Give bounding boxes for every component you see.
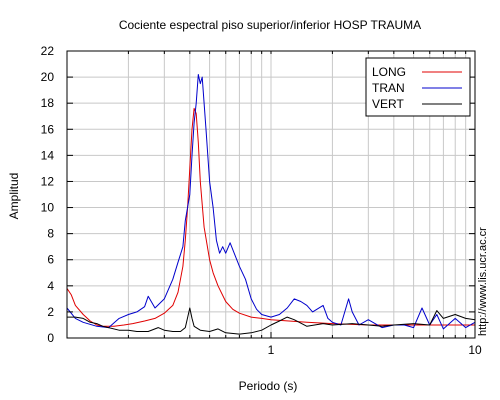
series-layer <box>66 74 476 335</box>
y-tick-label: 4 <box>47 279 54 293</box>
legend-label-vert: VERT <box>372 97 404 111</box>
x-tick-label: 10 <box>468 343 482 357</box>
y-axis-label: Amplitud <box>7 173 21 220</box>
series-line-long <box>66 107 475 327</box>
y-tick-label: 2 <box>47 305 54 319</box>
y-tick-label: 0 <box>47 331 54 345</box>
y-tick-label: 22 <box>41 44 55 58</box>
side-url-text: http://www.lis.ucr.ac.cr <box>477 227 489 336</box>
y-tick-label: 12 <box>41 174 55 188</box>
y-tick-label: 10 <box>41 201 55 215</box>
legend-box <box>365 57 471 117</box>
y-tick-label: 18 <box>41 96 55 110</box>
series-line-vert <box>67 307 476 335</box>
x-tick-label: 1 <box>268 343 275 357</box>
y-tick-label: 8 <box>47 227 54 241</box>
axis-ticks: 0 2 4 6 8 10 12 14 16 18 20 22 1 10 <box>41 44 482 357</box>
legend: LONG TRAN VERT <box>365 57 471 117</box>
y-tick-label: 16 <box>41 122 55 136</box>
series-line-tran <box>66 74 476 330</box>
legend-label-tran: TRAN <box>372 81 405 95</box>
y-tick-label: 20 <box>41 70 55 84</box>
x-axis-label: Periodo (s) <box>239 379 298 393</box>
chart-title: Cociente espectral piso superior/inferio… <box>119 18 421 32</box>
y-tick-label: 14 <box>41 148 55 162</box>
legend-label-long: LONG <box>372 65 406 79</box>
y-tick-label: 6 <box>47 253 54 267</box>
